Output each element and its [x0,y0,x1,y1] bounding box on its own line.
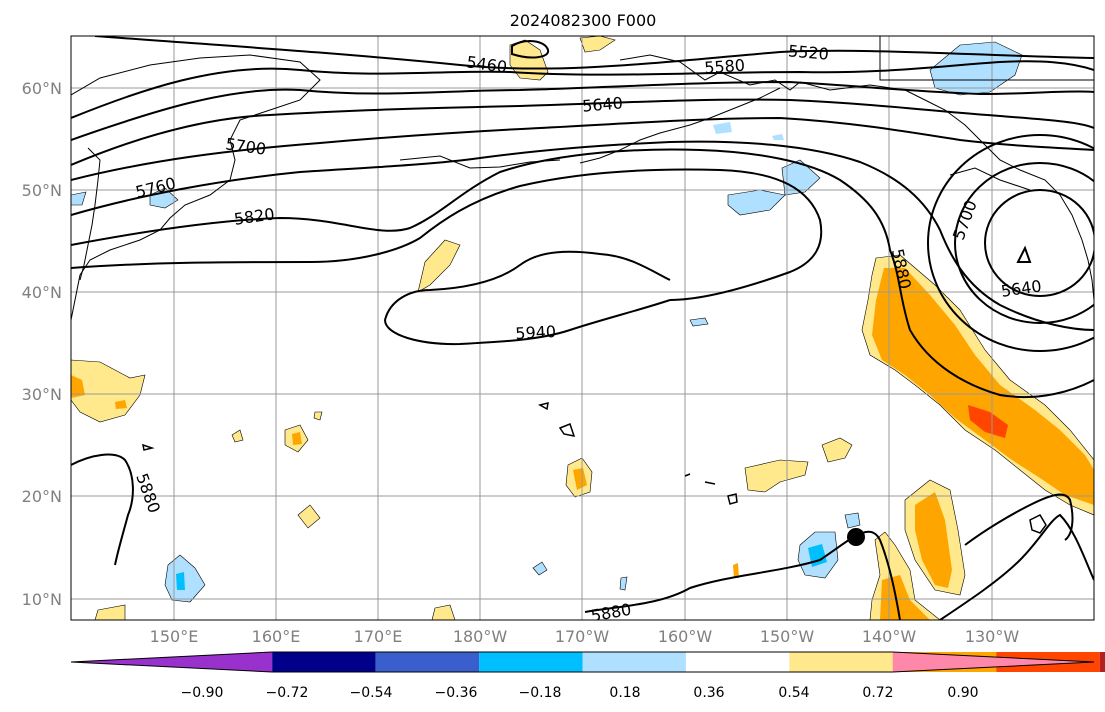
lon-tick-label: 180°W [453,627,508,646]
map-title: 2024082300 F000 [510,11,657,30]
contour-labels: 5460 5520 5580 5640 5700 5760 5820 5940 … [132,41,1042,626]
contour-label: 5940 [515,322,557,343]
colorbar-segment [375,652,480,672]
contour-label: 5880 [589,600,632,626]
height-contours [71,36,1094,620]
closed-contour [511,40,550,59]
lon-tick-label: 140°W [862,627,917,646]
lon-tick-label: 150°W [760,627,815,646]
colorbar-tick-label: −0.90 [181,685,224,701]
colorbar-segment [892,652,1094,672]
lon-tick-label: 160°E [252,627,301,646]
lat-tick-label: 40°N [22,283,62,302]
colorbar-segment [1099,652,1105,672]
colorbar-tick-label: 0.54 [778,685,809,701]
colorbar-tick-label: −0.54 [350,685,393,701]
lat-tick-labels: 10°N 20°N 30°N 40°N 50°N 60°N [22,79,62,609]
contour-label: 5580 [704,56,746,78]
colorbar-segment [789,652,893,672]
contour-label: 5520 [787,41,829,63]
colorbar-tick-label: −0.36 [435,685,478,701]
map-area: 5460 5520 5580 5640 5700 5760 5820 5940 … [71,36,1094,626]
colorbar-outline [70,651,1095,673]
lon-tick-label: 150°E [150,627,199,646]
map-frame [70,35,1095,621]
colorbar-segment [479,652,583,672]
low-center-contours [927,134,1094,352]
colorbar-tick-label: 0.90 [947,685,978,701]
colorbar-tick-label: 0.36 [693,685,724,701]
colorbar-tick-label: 0.18 [609,685,640,701]
lat-tick-label: 30°N [22,385,62,404]
anomaly-shading [71,36,1094,620]
colorbar-segment [71,652,273,672]
colorbar-segment [685,652,790,672]
colorbar-tick-label: −0.18 [519,685,562,701]
storm-marker [847,528,865,546]
islands [142,401,1047,534]
lat-tick-label: 50°N [22,181,62,200]
lat-tick-label: 60°N [22,79,62,98]
lon-tick-label: 130°W [965,627,1020,646]
lon-tick-label: 170°E [354,627,403,646]
contour-label: 5640 [581,93,623,115]
colorbar-tick-labels: −0.90 −0.72 −0.54 −0.36 −0.18 0.18 0.36 … [181,685,979,701]
colorbar [70,651,1105,673]
colorbar-tick-label: 0.72 [862,685,893,701]
colorbar-segment [272,652,376,672]
colorbar-segment [582,652,686,672]
lat-tick-label: 10°N [22,590,62,609]
lon-tick-label: 160°W [658,627,713,646]
lon-tick-label: 170°W [555,627,610,646]
lat-tick-label: 20°N [22,487,62,506]
lon-tick-labels: 150°E 160°E 170°E 180°W 170°W 160°W 150°… [150,627,1020,646]
colorbar-tick-label: −0.72 [266,685,309,701]
